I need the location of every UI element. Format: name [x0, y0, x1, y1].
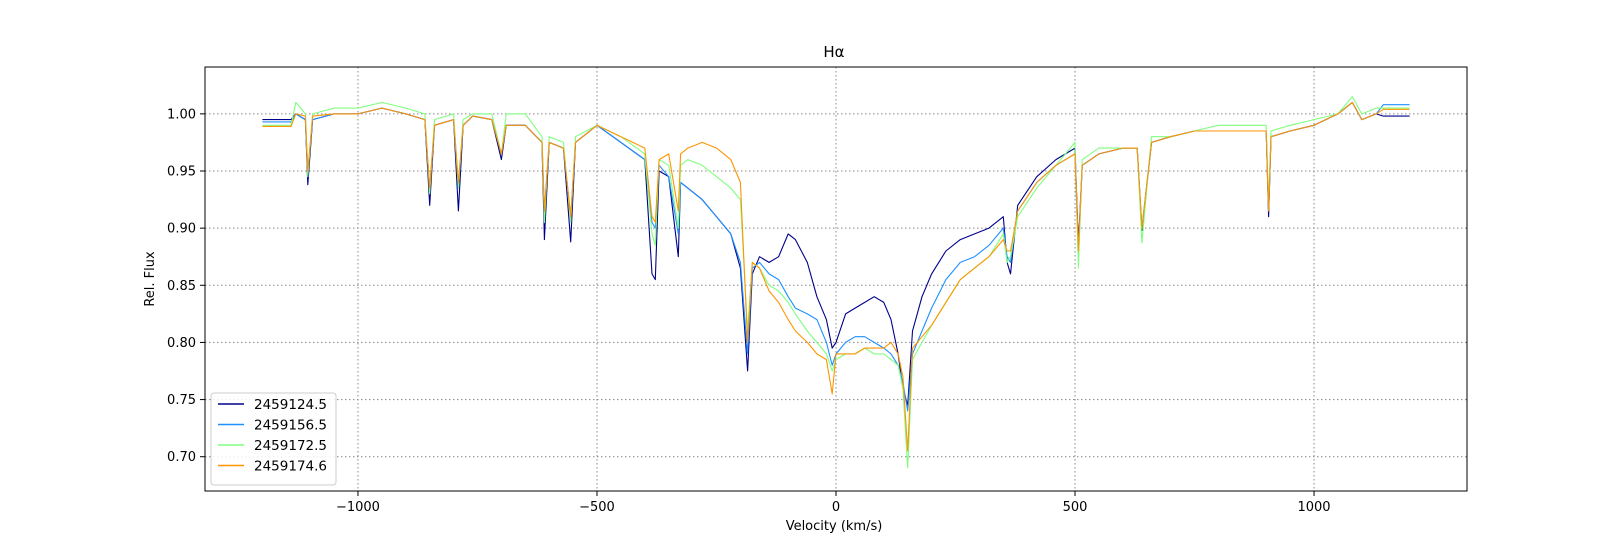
- x-tick-label: 500: [1063, 500, 1088, 515]
- y-axis-title: Rel. Flux: [143, 251, 158, 307]
- series-layer: [262, 96, 1410, 469]
- chart-title: Hα: [823, 43, 844, 61]
- series-line-2: [262, 101, 1410, 412]
- x-axis-title: Velocity (km/s): [786, 519, 883, 534]
- series-line-3: [262, 96, 1410, 469]
- legend: 2459124.5 2459156.5 2459172.5 2459174.6: [210, 392, 337, 486]
- legend-label: 2459124.5: [254, 397, 327, 413]
- legend-label: 2459156.5: [254, 418, 327, 434]
- y-tick-label: 0.85: [167, 279, 196, 294]
- y-tick-label: 0.80: [167, 336, 196, 351]
- y-tick-label: 0.70: [167, 450, 196, 465]
- x-tick-label: −1000: [336, 500, 380, 515]
- legend-box: [210, 392, 337, 486]
- legend-label: 2459174.6: [254, 459, 327, 475]
- y-tick-label: 0.95: [167, 165, 196, 180]
- grid: [205, 67, 1467, 491]
- x-tick-label: 0: [832, 500, 840, 515]
- x-axis-ticks: −1000 −500 0 500 1000: [336, 491, 1331, 515]
- legend-label: 2459172.5: [254, 438, 327, 454]
- y-axis-ticks: 0.70 0.75 0.80 0.85 0.90 0.95 1.00: [167, 107, 205, 465]
- series-line-4: [262, 101, 1410, 452]
- y-tick-label: 1.00: [167, 107, 196, 122]
- y-tick-label: 0.75: [167, 393, 196, 408]
- y-tick-label: 0.90: [167, 222, 196, 237]
- x-tick-label: 1000: [1297, 500, 1330, 515]
- x-tick-label: −500: [579, 500, 615, 515]
